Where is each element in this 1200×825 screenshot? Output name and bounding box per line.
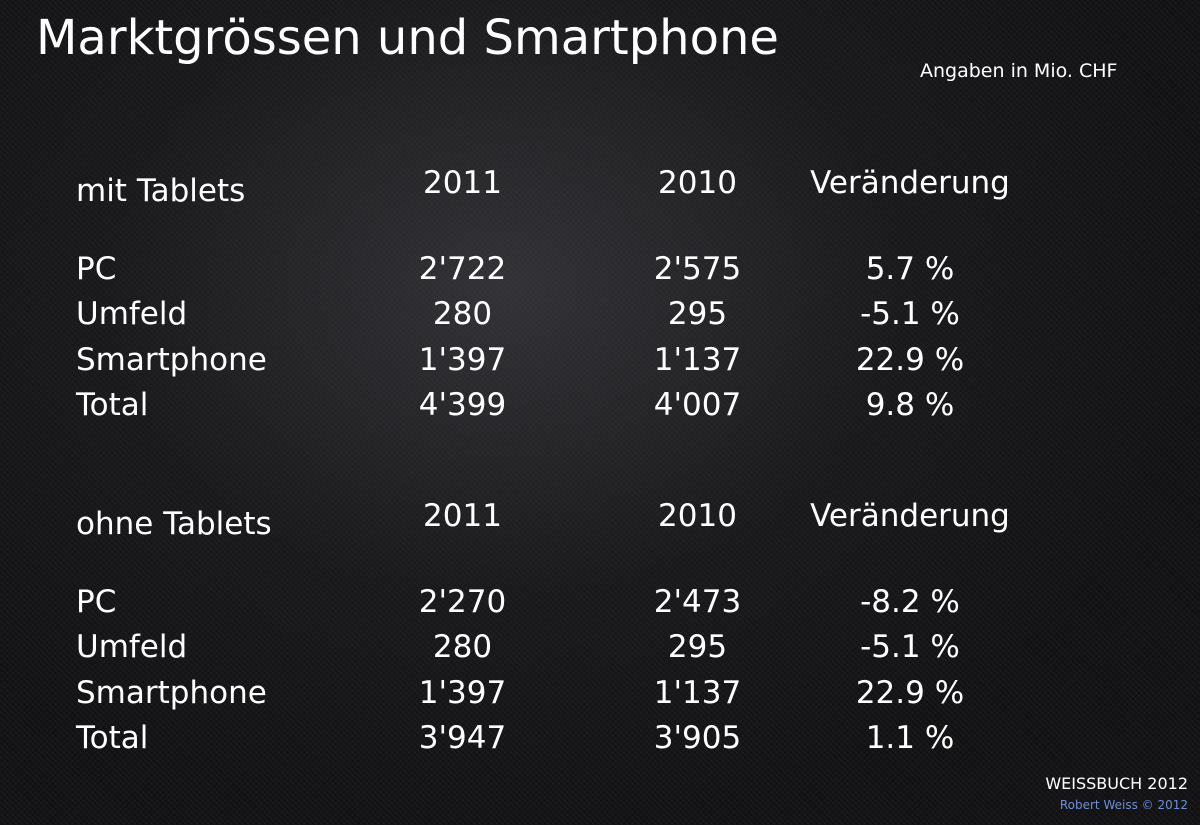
row-label: PC (76, 584, 117, 620)
value-2011: 2'270 (418, 584, 507, 620)
table-header-row: mit Tablets 2011 2010 Veränderung (0, 160, 1200, 209)
value-2011: 1'397 (418, 342, 507, 378)
value-2010: 295 (667, 296, 728, 332)
value-2011: 2'722 (418, 251, 507, 287)
value-2010: 2'575 (653, 251, 742, 287)
value-change: 22.9 % (855, 675, 965, 711)
column-header-2010: 2010 (658, 165, 737, 201)
value-2010: 2'473 (653, 584, 742, 620)
footer-brand: WEISSBUCH 2012 (1045, 774, 1188, 793)
row-label: Umfeld (76, 296, 188, 332)
slide-title: Marktgrössen und Smartphone (36, 10, 779, 66)
value-2011: 280 (432, 629, 493, 665)
value-2010: 4'007 (653, 387, 742, 423)
row-label: PC (76, 251, 117, 287)
column-header-2010: 2010 (658, 498, 737, 534)
value-2010: 1'137 (653, 675, 742, 711)
value-change: 5.7 % (865, 251, 955, 287)
row-label: Smartphone (76, 675, 267, 711)
column-header-change: Veränderung (810, 165, 1010, 201)
value-2011: 280 (432, 296, 493, 332)
table-row: Umfeld 280 295 -5.1 % (0, 291, 1200, 337)
value-2010: 1'137 (653, 342, 742, 378)
table-row: Umfeld 280 295 -5.1 % (0, 624, 1200, 670)
column-header-change: Veränderung (810, 498, 1010, 534)
value-change: 9.8 % (865, 387, 955, 423)
value-2011: 4'399 (418, 387, 507, 423)
units-note: Angaben in Mio. CHF (920, 60, 1118, 82)
value-change: -8.2 % (860, 584, 960, 620)
value-2010: 295 (667, 629, 728, 665)
section-label: mit Tablets (76, 173, 246, 209)
table-row: Smartphone 1'397 1'137 22.9 % (0, 337, 1200, 383)
column-header-2011: 2011 (423, 498, 502, 534)
table-row: PC 2'270 2'473 -8.2 % (0, 579, 1200, 625)
value-change: 22.9 % (855, 342, 965, 378)
row-label: Smartphone (76, 342, 267, 378)
value-change: 1.1 % (865, 720, 955, 756)
table-row: Smartphone 1'397 1'137 22.9 % (0, 670, 1200, 716)
table-header-row: ohne Tablets 2011 2010 Veränderung (0, 493, 1200, 542)
column-header-2011: 2011 (423, 165, 502, 201)
row-label: Total (76, 387, 149, 423)
value-change: -5.1 % (860, 629, 960, 665)
table-row: Total 3'947 3'905 1.1 % (0, 715, 1200, 761)
value-2011: 3'947 (418, 720, 507, 756)
row-label: Total (76, 720, 149, 756)
section-label: ohne Tablets (76, 506, 272, 542)
value-change: -5.1 % (860, 296, 960, 332)
footer-copyright: Robert Weiss © 2012 (1059, 798, 1188, 812)
row-label: Umfeld (76, 629, 188, 665)
table-row: PC 2'722 2'575 5.7 % (0, 246, 1200, 292)
value-2011: 1'397 (418, 675, 507, 711)
value-2010: 3'905 (653, 720, 742, 756)
table-row: Total 4'399 4'007 9.8 % (0, 382, 1200, 428)
